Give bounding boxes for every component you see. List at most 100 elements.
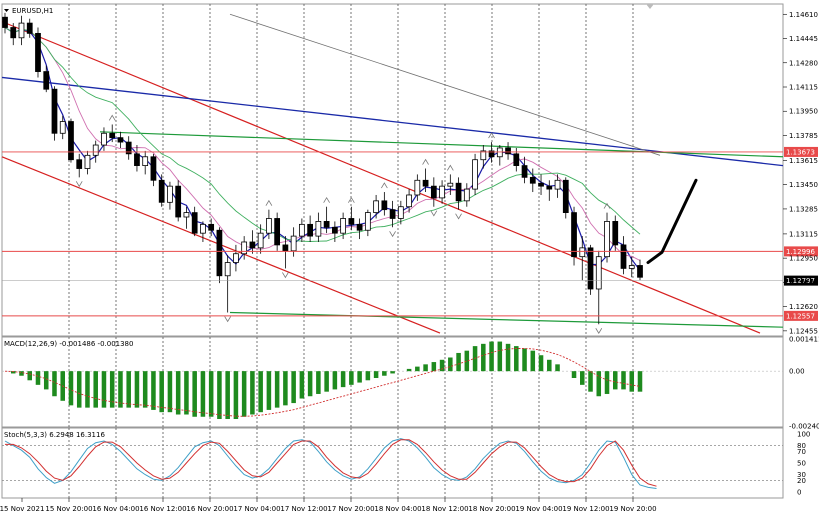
candle-body [364,212,371,231]
candle [233,244,239,272]
candle [323,206,330,234]
green-lower-line [229,311,784,328]
macd-tick-label: -0.002405 [789,422,819,430]
fractal-up [603,202,611,209]
candle-body [76,159,83,169]
candle [125,136,132,160]
stoch-signal-line [5,439,657,487]
candle-body [397,206,404,219]
price-tag [784,246,818,257]
fractal-up [488,132,495,139]
candle [579,236,586,281]
candle-body [628,265,635,269]
candle [373,194,379,219]
candle [282,236,289,269]
candle [620,236,627,275]
candle [35,27,41,78]
candle-body [373,200,379,214]
fractal-down [455,213,462,220]
candle [381,192,388,216]
stoch-tick-label: 0 [797,489,801,497]
price-pane[interactable] [1,3,784,337]
time-label: 16 Nov 04:00 [92,505,139,513]
price-tag [784,146,818,157]
ma-medium [4,27,641,261]
candle-body [546,185,553,190]
candle-body [10,27,17,39]
candle [364,209,371,237]
candle-body [463,188,470,202]
candle-body [348,218,355,225]
candle [628,256,635,278]
candle-body [480,150,487,161]
candle [554,174,561,198]
candle-body [101,132,107,146]
candle-body [529,176,536,184]
channel-top-line [1,21,761,334]
candle [472,153,478,195]
price-tick-label: 1.13285 [789,205,818,213]
candle [521,156,528,184]
stoch-pane[interactable] [1,427,784,499]
candle-body [356,223,363,231]
candle-body [620,244,627,269]
candle-body [68,121,74,161]
candle [422,168,429,193]
candle-body [637,265,643,278]
time-label: 18 Nov 12:00 [421,505,468,513]
candle [414,174,421,201]
candle-body [216,229,223,277]
stoch-tick-label: 20 [797,477,806,485]
time-label: 15 Nov 20:00 [45,505,92,513]
candle-body [125,141,132,155]
price-tick-label: 1.14610 [789,11,818,19]
candle [397,200,404,225]
price-tag-label: 1.13673 [786,148,815,156]
stoch-tick-label: 100 [797,431,810,439]
macd-label: MACD(12,26,9) -0.001486 -0.001380 [4,340,133,348]
candle-body [389,209,396,219]
macd-pane[interactable] [1,336,784,428]
candle [463,183,470,207]
candle [200,221,206,242]
price-tick-label: 1.13450 [789,181,818,189]
time-label: 17 Nov 04:00 [233,505,280,513]
time-label: 16 Nov 12:00 [139,505,186,513]
candle [447,174,454,195]
candle [183,206,190,229]
candle-body [488,150,495,158]
stoch-label: Stoch(5,3,3) 6.2948 16.3116 [4,431,105,439]
candle-body [26,22,33,34]
candle [142,150,149,175]
time-label: 17 Nov 12:00 [280,505,327,513]
candle [216,227,223,284]
candle-body [571,212,577,258]
candle-body [241,241,248,255]
stoch-tick-label: 80 [797,442,806,450]
candle-body [595,256,602,290]
candle-body [414,179,421,196]
price-tick-label: 1.13950 [789,108,818,116]
fractal-up [348,196,355,203]
candle [307,215,314,242]
candle [299,218,305,242]
stoch-series [4,438,657,489]
candle [68,118,74,163]
candle [26,18,33,38]
price-tick-label: 1.13615 [789,157,818,165]
time-label: 15 Nov 2021 [0,505,44,513]
time-label: 19 Nov 20:00 [609,505,656,513]
candle-body [513,153,520,166]
candle [637,259,643,281]
candle-body [406,194,412,208]
ma-slow [4,27,641,242]
candle-body [587,247,594,290]
candle-body [59,121,66,134]
candle-body [290,235,297,252]
gray-ma-line [229,13,661,156]
candle-body [142,156,149,166]
ma-fast [4,26,641,271]
price-tick-label: 1.14445 [789,35,818,43]
candle [2,12,8,34]
